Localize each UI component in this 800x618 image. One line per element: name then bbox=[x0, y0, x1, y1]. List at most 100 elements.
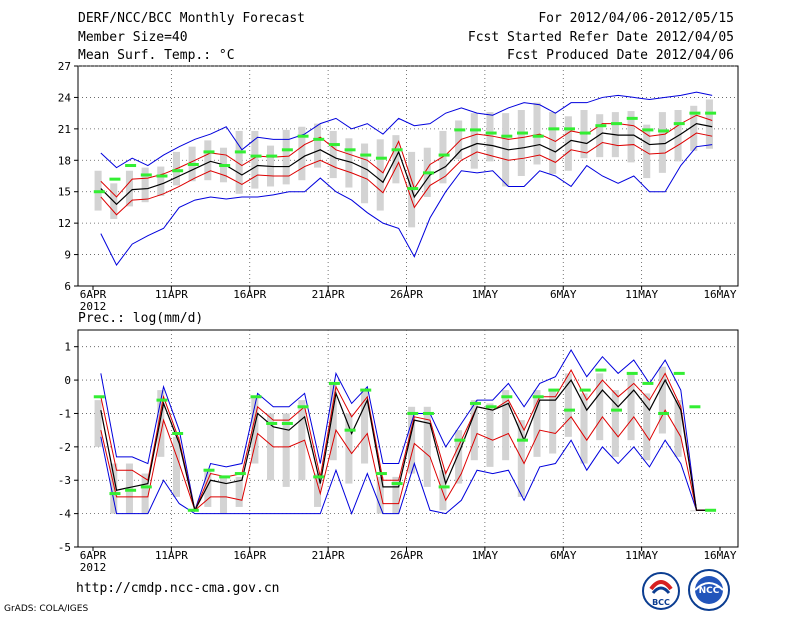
observation-mark bbox=[328, 381, 340, 385]
variable-label: Mean Surf. Temp.: °C bbox=[78, 48, 235, 63]
forecast-period: For 2012/04/06-2012/05/15 bbox=[538, 11, 734, 26]
observation-mark bbox=[469, 128, 481, 132]
ensemble-box bbox=[690, 105, 698, 151]
observation-mark bbox=[187, 162, 199, 166]
observation-mark bbox=[375, 156, 387, 160]
observation-mark bbox=[642, 381, 654, 385]
x-tick-label: 1MAY bbox=[472, 549, 499, 562]
spread-lower-line bbox=[100, 132, 713, 216]
ensemble-box bbox=[282, 129, 290, 185]
observation-mark bbox=[595, 124, 607, 128]
ensemble-box bbox=[157, 390, 165, 457]
ensemble-box bbox=[627, 111, 635, 163]
bcc-logo-text: BCC bbox=[652, 598, 670, 607]
ensemble-box bbox=[110, 463, 118, 514]
observation-mark bbox=[172, 431, 184, 435]
x-tick-label: 6APR bbox=[80, 288, 107, 301]
y-tick-label: 18 bbox=[58, 154, 71, 167]
ensemble-box bbox=[125, 463, 133, 514]
x-tick-label: 16APR bbox=[233, 288, 266, 301]
ensemble-mean-line bbox=[100, 122, 713, 206]
ensemble-box bbox=[314, 123, 322, 168]
x-tick-label: 6APR bbox=[80, 549, 107, 562]
observation-mark bbox=[109, 492, 121, 496]
observation-mark bbox=[705, 508, 717, 512]
x-tick-label: 11APR bbox=[155, 549, 188, 562]
observation-mark bbox=[438, 485, 450, 489]
y-tick-label: 21 bbox=[58, 123, 71, 136]
ensemble-box bbox=[235, 476, 243, 507]
ensemble-box bbox=[564, 373, 572, 437]
y-tick-label: 1 bbox=[64, 341, 71, 354]
ensemble-box bbox=[266, 413, 275, 481]
ensemble-box bbox=[580, 393, 588, 464]
x-tick-label: 11APR bbox=[155, 288, 188, 301]
ensemble-box bbox=[549, 390, 557, 454]
spread-upper-line bbox=[100, 369, 713, 512]
observation-mark bbox=[187, 508, 199, 512]
observation-mark bbox=[344, 428, 356, 432]
observation-mark bbox=[281, 148, 293, 152]
observation-mark bbox=[532, 134, 544, 138]
ensemble-box bbox=[251, 130, 259, 189]
observation-mark bbox=[360, 388, 372, 392]
y-tick-label: -1 bbox=[58, 407, 71, 420]
spread-upper-line bbox=[100, 114, 713, 198]
observation-mark bbox=[548, 127, 560, 131]
observation-mark bbox=[469, 401, 481, 405]
observation-mark bbox=[109, 177, 121, 181]
observation-mark bbox=[438, 153, 450, 157]
ensemble-box bbox=[690, 510, 698, 512]
observation-mark bbox=[313, 475, 325, 479]
ensemble-mean-line bbox=[100, 378, 713, 512]
y-tick-label: 15 bbox=[58, 186, 71, 199]
ensemble-box bbox=[314, 473, 322, 507]
ensemble-box bbox=[172, 436, 180, 497]
ensemble-box bbox=[596, 114, 604, 158]
ensemble-box bbox=[392, 476, 400, 514]
y-tick-label: -2 bbox=[58, 441, 71, 454]
observation-mark bbox=[297, 405, 309, 409]
observation-mark bbox=[344, 148, 356, 152]
observation-mark bbox=[611, 408, 623, 412]
ensemble-box bbox=[157, 166, 165, 196]
ensemble-box bbox=[533, 390, 541, 457]
observation-mark bbox=[93, 190, 105, 194]
observation-mark bbox=[422, 411, 434, 415]
observation-mark bbox=[156, 398, 168, 402]
observation-mark bbox=[219, 475, 231, 479]
y-tick-label: 27 bbox=[58, 60, 71, 73]
observation-mark bbox=[532, 395, 544, 399]
ncc-logo-text: NCC bbox=[699, 586, 720, 596]
source-url[interactable]: http://cmdp.ncc-cma.gov.cn bbox=[76, 581, 280, 596]
ncc-logo-icon: NCC bbox=[688, 569, 730, 611]
ensemble-box bbox=[345, 413, 353, 484]
max-line bbox=[100, 349, 713, 513]
y-tick-label: 12 bbox=[58, 217, 71, 230]
ensemble-box bbox=[408, 406, 416, 474]
observation-mark bbox=[501, 395, 513, 399]
ensemble-box bbox=[361, 390, 369, 464]
observation-mark bbox=[234, 472, 246, 476]
x-tick-label: 16MAY bbox=[703, 549, 736, 562]
ensemble-box bbox=[502, 113, 510, 187]
ensemble-box bbox=[235, 130, 243, 194]
x-tick-label: 6MAY bbox=[550, 288, 577, 301]
observation-mark bbox=[93, 395, 105, 399]
observation-mark bbox=[454, 438, 466, 442]
spread-lower-line bbox=[100, 409, 713, 512]
observation-mark bbox=[250, 154, 262, 158]
observation-mark bbox=[172, 169, 184, 173]
x-tick-label: 11MAY bbox=[625, 549, 658, 562]
ensemble-box bbox=[455, 120, 463, 160]
observation-mark bbox=[250, 395, 262, 399]
observation-mark bbox=[391, 482, 403, 486]
ensemble-box bbox=[345, 138, 353, 188]
y-tick-label: 9 bbox=[64, 249, 71, 262]
chart-title: DERF/NCC/BCC Monthly Forecast bbox=[78, 11, 305, 26]
ensemble-box bbox=[533, 102, 541, 165]
observation-mark bbox=[548, 388, 560, 392]
observation-mark bbox=[125, 164, 137, 168]
ensemble-box bbox=[674, 400, 682, 457]
observation-mark bbox=[517, 438, 528, 442]
